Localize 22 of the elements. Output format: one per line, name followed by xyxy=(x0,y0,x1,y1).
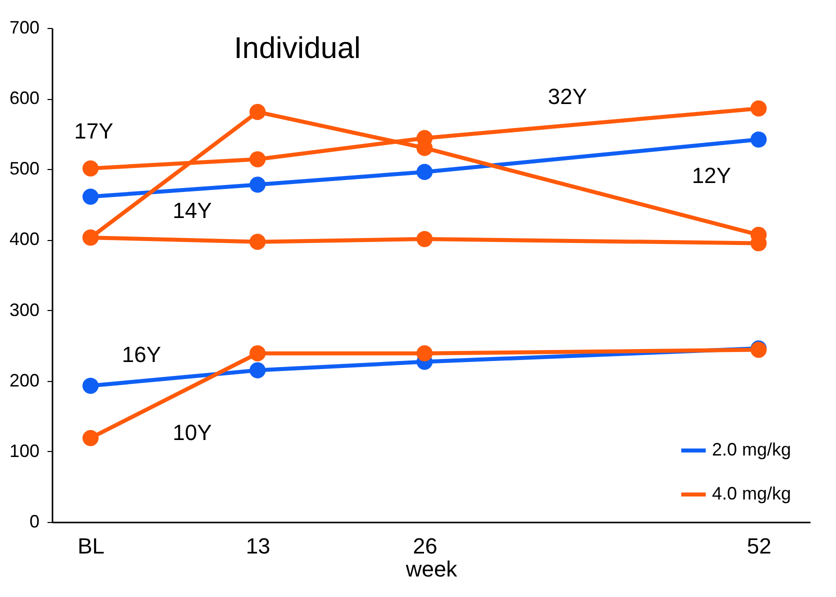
x-tick-label: 26 xyxy=(412,534,438,558)
chart-title: Individual xyxy=(234,32,361,65)
annotation: 10Y xyxy=(172,420,212,446)
annotation: 14Y xyxy=(172,198,212,223)
y-tick-label: 100 xyxy=(9,440,40,461)
x-tick-label: 13 xyxy=(246,534,270,558)
y-tick-label: 0 xyxy=(29,512,40,532)
annotation: 12Y xyxy=(692,163,732,188)
x-axis-title: week xyxy=(404,556,458,582)
y-tick-label: 700 xyxy=(9,18,40,38)
annotation: 32Y xyxy=(548,84,588,110)
legend-label: 2.0 mg/kg xyxy=(712,440,792,460)
legend-label: 4.0 mg/kg xyxy=(712,484,792,504)
y-tick-label: 400 xyxy=(9,229,40,250)
x-tick-label: 52 xyxy=(746,534,772,558)
annotation: 16Y xyxy=(122,342,162,368)
x-tick-label: BL xyxy=(78,534,105,558)
y-tick-label: 500 xyxy=(9,158,40,179)
y-tick-label: 600 xyxy=(9,88,40,108)
annotation: 17Y xyxy=(74,118,114,144)
y-tick-label: 200 xyxy=(9,370,40,390)
y-tick-label: 300 xyxy=(9,300,40,320)
